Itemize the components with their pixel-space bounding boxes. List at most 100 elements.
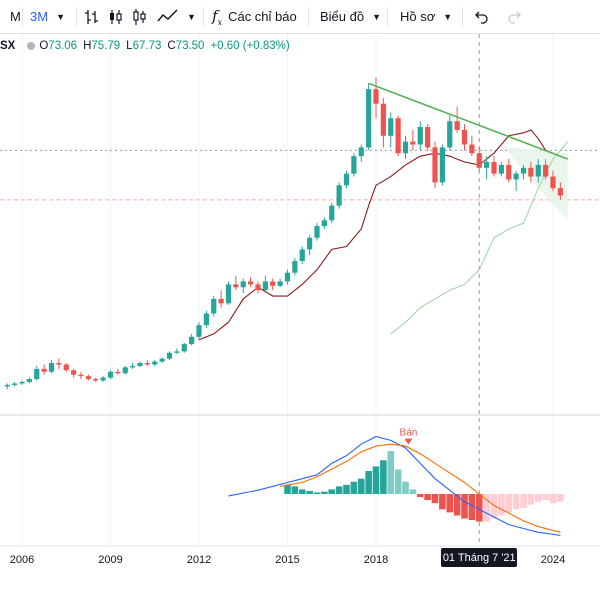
interval-text: 3M — [30, 9, 49, 24]
eye-icon[interactable] — [27, 42, 36, 50]
candle-body — [203, 313, 209, 326]
candle-body — [189, 336, 195, 345]
candle-body — [41, 368, 47, 372]
macd-histogram-bar — [380, 460, 387, 494]
macd-histogram-bar — [527, 494, 535, 505]
candle-body — [48, 363, 55, 372]
interval-button[interactable]: 3M ▼ — [30, 0, 65, 33]
indicators-button[interactable]: fx Các chỉ báo — [212, 0, 297, 33]
candle-body — [454, 121, 460, 130]
candle-body — [4, 384, 10, 387]
trendline-segment — [368, 82, 569, 160]
grid — [21, 34, 554, 545]
indicator-lines — [198, 129, 569, 341]
candle-body — [469, 144, 475, 154]
top-toolbar: M 3M ▼ ▼ fx Các chỉ báo Biểu đồ ▼ Hồ sơ ▼ — [0, 0, 600, 34]
macd-histogram-bar — [343, 484, 350, 494]
candle-body — [100, 377, 106, 381]
high-value: 75.79 — [91, 40, 121, 52]
macd-histogram-bar — [542, 494, 549, 501]
candle-body — [528, 167, 534, 177]
candle-body — [535, 164, 541, 177]
macd-histogram-bar — [372, 466, 380, 494]
symbol-search-button[interactable]: M — [10, 0, 21, 33]
candle-body — [107, 371, 114, 378]
bar-style-icon — [85, 9, 98, 24]
candle-body — [255, 284, 261, 291]
candle-body — [152, 361, 158, 365]
macd-histogram-bar — [416, 494, 424, 498]
undo-icon — [475, 11, 488, 24]
candle-body — [19, 381, 25, 384]
cloud-area — [508, 147, 568, 221]
macd-histogram-bar — [328, 489, 336, 494]
trend-line[interactable] — [368, 82, 569, 160]
price-chart[interactable]: Bán 2006 2009 2012 2015 2018 2024 — [0, 34, 600, 600]
candle-body — [166, 352, 173, 359]
macd-histogram-bar — [534, 494, 542, 502]
symbol-label: SX — [0, 40, 16, 52]
macd-histogram-bar — [357, 478, 365, 494]
line-style-button[interactable]: ▼ — [157, 0, 196, 33]
chevron-down-icon: ▼ — [372, 11, 382, 22]
macd-histogram-bar — [453, 494, 461, 516]
change-value: +0.60 (+0.83%) — [210, 40, 290, 52]
candle-body — [395, 118, 401, 154]
candle-body — [557, 188, 563, 196]
line-style-icon — [157, 9, 178, 21]
candle-body — [425, 127, 431, 148]
candle-body — [498, 164, 504, 174]
crosshair-date-text: 01 Tháng 7 '21 — [442, 551, 516, 564]
candle-body — [218, 298, 224, 304]
candle-body — [491, 161, 497, 174]
macd-histogram-bar — [468, 494, 476, 521]
sell-signal: Bán — [400, 428, 417, 445]
macd-histogram-bar — [291, 486, 299, 494]
candle-style-icon — [110, 9, 122, 24]
candle-body — [329, 205, 335, 221]
chevron-down-icon: ▼ — [443, 11, 453, 22]
macd-histogram-bar — [424, 494, 431, 501]
candle-body — [314, 226, 320, 238]
candles-style-button[interactable] — [108, 0, 124, 33]
macd-line — [228, 435, 561, 536]
candle-body — [270, 281, 276, 286]
candle-body — [484, 161, 490, 168]
cloud-fill — [508, 147, 568, 221]
macd-histogram-bar — [439, 494, 446, 510]
candles-group — [4, 77, 563, 390]
macd-histogram-bar — [498, 494, 505, 516]
close-value: 73.50 — [175, 40, 205, 52]
undo-button[interactable] — [474, 0, 490, 33]
profile-menu-button[interactable]: Hồ sơ ▼ — [400, 0, 452, 33]
bars-style-button[interactable] — [84, 0, 100, 33]
close-key: C — [167, 40, 176, 52]
macd-histogram-bar — [306, 490, 313, 494]
hollow-candle-icon — [133, 8, 146, 25]
candle-body — [211, 298, 217, 314]
macd-histogram-bar — [475, 494, 483, 522]
macd-histogram-bar — [512, 494, 520, 510]
candle-body — [366, 89, 372, 148]
macd-histogram-bar — [321, 491, 328, 494]
redo-button[interactable] — [506, 0, 522, 33]
macd-histogram-bar — [402, 481, 409, 494]
macd-histogram-bar — [298, 489, 306, 494]
candle-body — [93, 379, 99, 381]
divider — [387, 7, 388, 26]
ohlc-legend: SX O 73.06 H 75.79 L 67.73 C 73.50 +0.60 (+0… — [0, 36, 296, 56]
candle-body — [299, 249, 305, 262]
candle-body — [410, 141, 416, 145]
candle-body — [550, 176, 556, 189]
high-key: H — [83, 40, 92, 52]
candle-body — [506, 164, 512, 180]
macd-histogram-bar — [557, 494, 564, 502]
candle-body — [248, 281, 254, 285]
candle-body — [292, 261, 298, 273]
candle-body — [476, 153, 482, 168]
time-axis-label: 2018 — [364, 554, 388, 566]
chart-type-menu-button[interactable]: Biểu đồ ▼ — [320, 0, 381, 33]
hollow-candles-button[interactable] — [132, 0, 148, 33]
candle-body — [71, 370, 77, 375]
macd-histogram-bar — [505, 494, 513, 513]
